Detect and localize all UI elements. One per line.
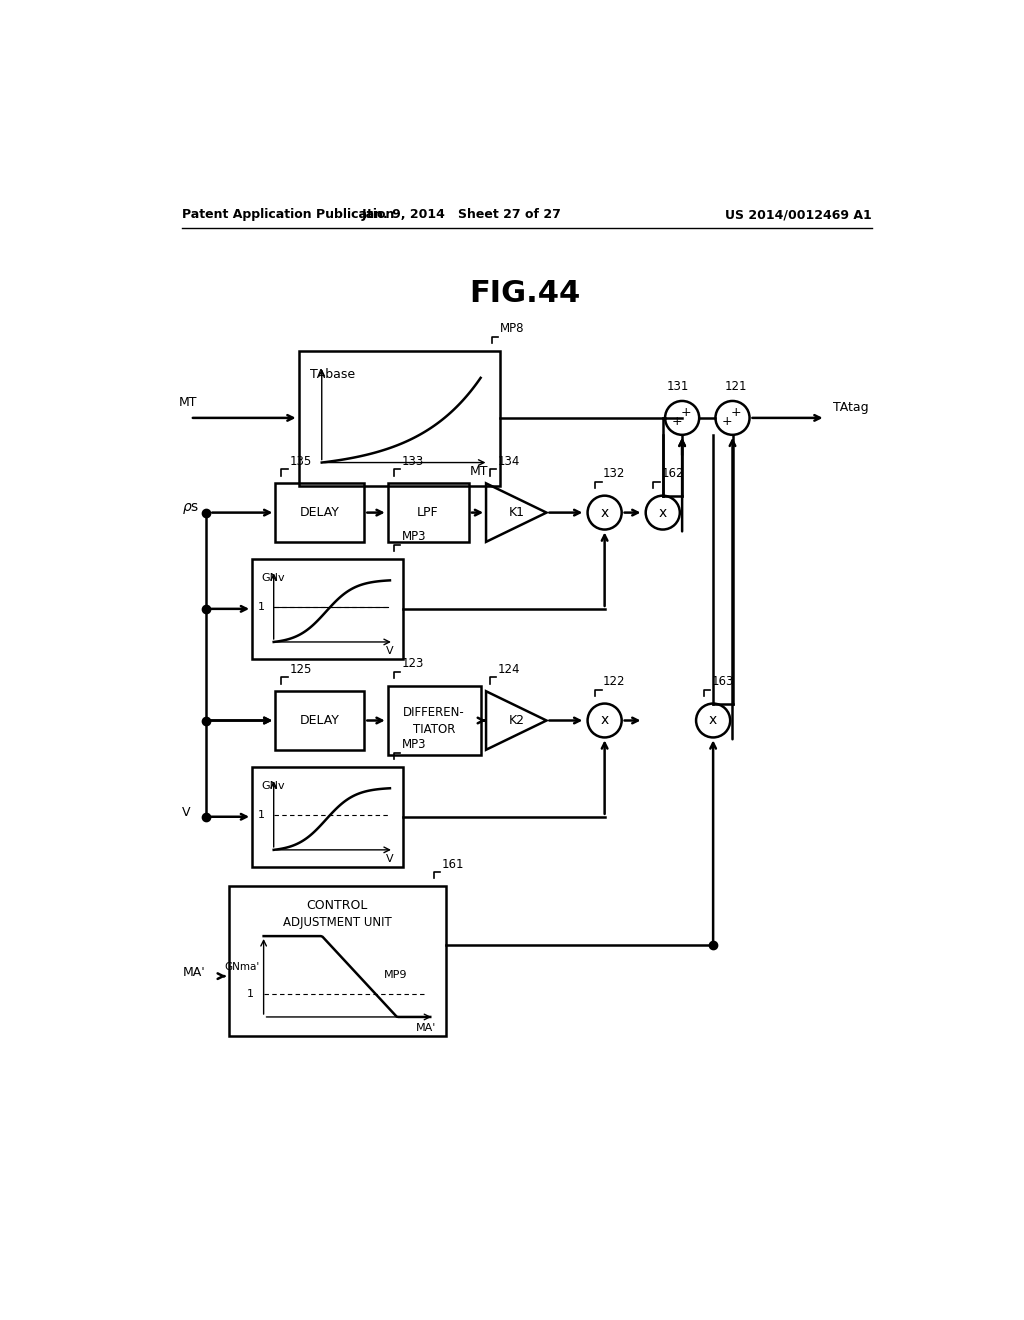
Text: +: + <box>672 416 682 428</box>
Text: TAtag: TAtag <box>834 401 869 414</box>
Text: US 2014/0012469 A1: US 2014/0012469 A1 <box>725 209 872 222</box>
Bar <box>252 767 403 867</box>
Text: V: V <box>182 807 190 820</box>
Text: V: V <box>386 645 394 656</box>
Text: x: x <box>658 506 667 520</box>
Text: MP3: MP3 <box>401 531 426 544</box>
Text: MA': MA' <box>182 966 205 979</box>
Text: TAbase: TAbase <box>310 368 355 381</box>
Text: +: + <box>722 416 732 428</box>
Bar <box>275 692 365 750</box>
Text: GNma': GNma' <box>224 962 260 972</box>
Text: LPF: LPF <box>417 506 438 519</box>
Text: ADJUSTMENT UNIT: ADJUSTMENT UNIT <box>283 916 391 929</box>
Text: FIG.44: FIG.44 <box>469 279 581 308</box>
Text: +: + <box>731 407 741 418</box>
Text: DELAY: DELAY <box>299 714 339 727</box>
Text: K1: K1 <box>508 506 524 519</box>
Text: 125: 125 <box>289 663 311 676</box>
Text: GNv: GNv <box>261 780 285 791</box>
Text: GNv: GNv <box>261 573 285 582</box>
Bar <box>299 351 500 486</box>
Bar <box>388 686 480 755</box>
Text: 161: 161 <box>442 858 464 871</box>
Text: x: x <box>600 506 608 520</box>
Text: 162: 162 <box>662 467 684 480</box>
Text: V: V <box>386 854 394 863</box>
Bar <box>275 483 365 541</box>
Text: MP3: MP3 <box>401 738 426 751</box>
Text: 132: 132 <box>603 467 626 480</box>
Text: K2: K2 <box>508 714 524 727</box>
Text: x: x <box>600 714 608 727</box>
Text: 1: 1 <box>248 989 254 999</box>
Text: CONTROL: CONTROL <box>306 899 368 912</box>
Text: Patent Application Publication: Patent Application Publication <box>182 209 394 222</box>
Text: 134: 134 <box>498 455 520 469</box>
Text: x: x <box>709 714 717 727</box>
Text: Jan. 9, 2014   Sheet 27 of 27: Jan. 9, 2014 Sheet 27 of 27 <box>361 209 561 222</box>
Text: $\rho$s: $\rho$s <box>182 502 200 516</box>
Bar <box>388 483 469 541</box>
Bar <box>228 886 445 1036</box>
Text: 122: 122 <box>603 675 626 688</box>
Text: DELAY: DELAY <box>299 506 339 519</box>
Text: 133: 133 <box>401 455 424 469</box>
Text: TIATOR: TIATOR <box>413 723 456 737</box>
Text: MA': MA' <box>416 1023 436 1034</box>
Text: 131: 131 <box>667 380 689 393</box>
Text: MP8: MP8 <box>500 322 524 335</box>
Text: 124: 124 <box>498 663 520 676</box>
Text: DIFFEREN-: DIFFEREN- <box>403 706 465 719</box>
Text: 1: 1 <box>257 810 264 820</box>
Bar <box>252 558 403 659</box>
Text: 123: 123 <box>401 657 424 671</box>
Text: MT: MT <box>470 465 488 478</box>
Text: 163: 163 <box>712 675 734 688</box>
Text: MP9: MP9 <box>384 970 408 979</box>
Text: 121: 121 <box>725 380 748 393</box>
Text: +: + <box>681 407 691 418</box>
Text: 1: 1 <box>257 602 264 612</box>
Text: MT: MT <box>178 396 197 409</box>
Text: 135: 135 <box>289 455 311 469</box>
